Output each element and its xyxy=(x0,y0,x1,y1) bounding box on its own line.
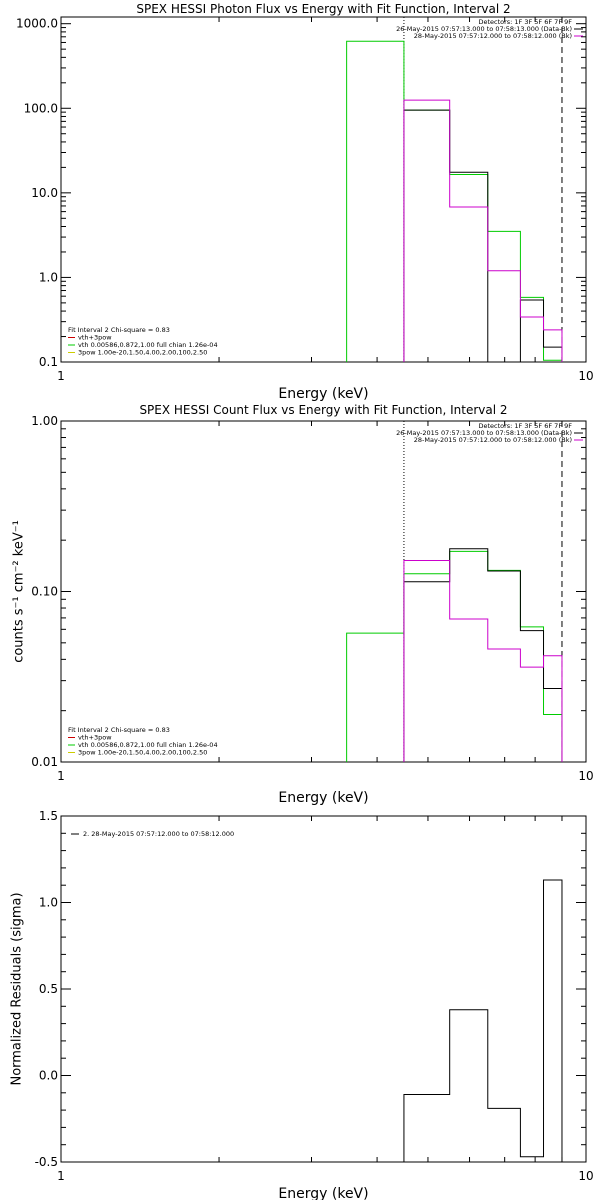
y-tick-label: 0.1 xyxy=(39,355,58,369)
chart-title: SPEX HESSI Count Flux vs Energy with Fit… xyxy=(139,403,507,417)
x-tick-label: 10 xyxy=(578,1169,593,1183)
y-tick-label: 0.01 xyxy=(31,755,58,769)
x-tick-label: 1 xyxy=(57,1169,65,1183)
y-axis-label: counts s⁻¹ cm⁻² keV⁻¹ xyxy=(11,520,26,663)
x-axis-label: Energy (keV) xyxy=(278,1186,368,1200)
y-tick-label: 1.00 xyxy=(31,414,58,428)
series-0-histogram xyxy=(346,550,563,762)
legend-bottom-line: Fit Interval 2 Chi-square = 0.83 xyxy=(68,326,170,334)
plot-frame xyxy=(60,420,587,763)
legend-top-line: 26-May-2015 07:57:13.000 to 07:58:13.000… xyxy=(396,429,572,437)
legend-top-line: 26-May-2015 07:57:13.000 to 07:58:13.000… xyxy=(396,25,572,33)
legend-bottom-line: 3pow 1.00e-20,1.50,4.00,2.00,100,2.50 xyxy=(78,749,207,757)
residuals-plot: 1 10 1.5 1.0 0.5 0.0 -0.5 Energy (keV) Normalize… xyxy=(9,809,593,1200)
series-2-histogram xyxy=(403,559,563,762)
series-1-histogram xyxy=(403,109,563,362)
legend-top-line: 28-May-2015 07:57:12.000 to 07:58:12.000… xyxy=(414,436,572,444)
chart-title: SPEX HESSI Photon Flux vs Energy with Fi… xyxy=(136,2,510,16)
y-tick-label: 1000.0 xyxy=(16,17,58,31)
y-tick-label: 0.0 xyxy=(39,1069,58,1083)
legend-bottom-line: Fit Interval 2 Chi-square = 0.83 xyxy=(68,726,170,734)
x-tick-label: 1 xyxy=(57,769,65,783)
series-1-histogram xyxy=(403,548,563,762)
y-tick-label: 10.0 xyxy=(31,186,58,200)
y-tick-label: -0.5 xyxy=(35,1155,58,1169)
x-tick-label: 10 xyxy=(578,369,593,383)
x-tick-label: 10 xyxy=(578,769,593,783)
legend-top-line: 2. 28-May-2015 07:57:12.000 to 07:58:12.… xyxy=(83,830,234,838)
x-axis-label: Energy (keV) xyxy=(278,386,368,402)
count-flux-plot: SPEX HESSI Count Flux vs Energy with Fit… xyxy=(11,403,593,806)
series-2-histogram xyxy=(403,99,563,362)
y-axis-label: Normalized Residuals (sigma) xyxy=(9,892,24,1085)
legend-bottom-line: vth+3pow xyxy=(78,734,112,742)
series-0-histogram xyxy=(403,879,563,1162)
legend-bottom-line: vth 0.00586,0.872,1.00 full chian 1.26e-… xyxy=(78,341,218,349)
y-tick-label: 0.10 xyxy=(31,585,58,599)
x-axis-label: Energy (keV) xyxy=(278,790,368,806)
y-tick-label: 0.5 xyxy=(39,982,58,996)
y-tick-label: 1.5 xyxy=(39,809,58,823)
x-tick-label: 1 xyxy=(57,369,65,383)
legend-top-line: 28-May-2015 07:57:12.000 to 07:58:12.000… xyxy=(414,32,572,40)
y-tick-label: 100.0 xyxy=(24,101,58,115)
legend-bottom-line: 3pow 1.00e-20,1.50,4.00,2.00,100,2.50 xyxy=(78,349,207,357)
legend-top-line: Detectors: 1F 3F 5F 6F 7F 9F xyxy=(478,18,572,26)
series-0-histogram xyxy=(346,40,563,362)
y-tick-label: 1.0 xyxy=(39,270,58,284)
plot-frame xyxy=(60,16,587,363)
legend-top-line: Detectors: 1F 3F 5F 6F 7F 9F xyxy=(478,422,572,430)
legend-bottom-line: vth+3pow xyxy=(78,334,112,342)
legend-bottom-line: vth 0.00586,0.872,1.00 full chian 1.26e-… xyxy=(78,741,218,749)
y-tick-label: 1.0 xyxy=(39,896,58,910)
photon-flux-plot: SPEX HESSI Photon Flux vs Energy with Fi… xyxy=(16,2,594,402)
plot-frame xyxy=(60,815,587,1163)
